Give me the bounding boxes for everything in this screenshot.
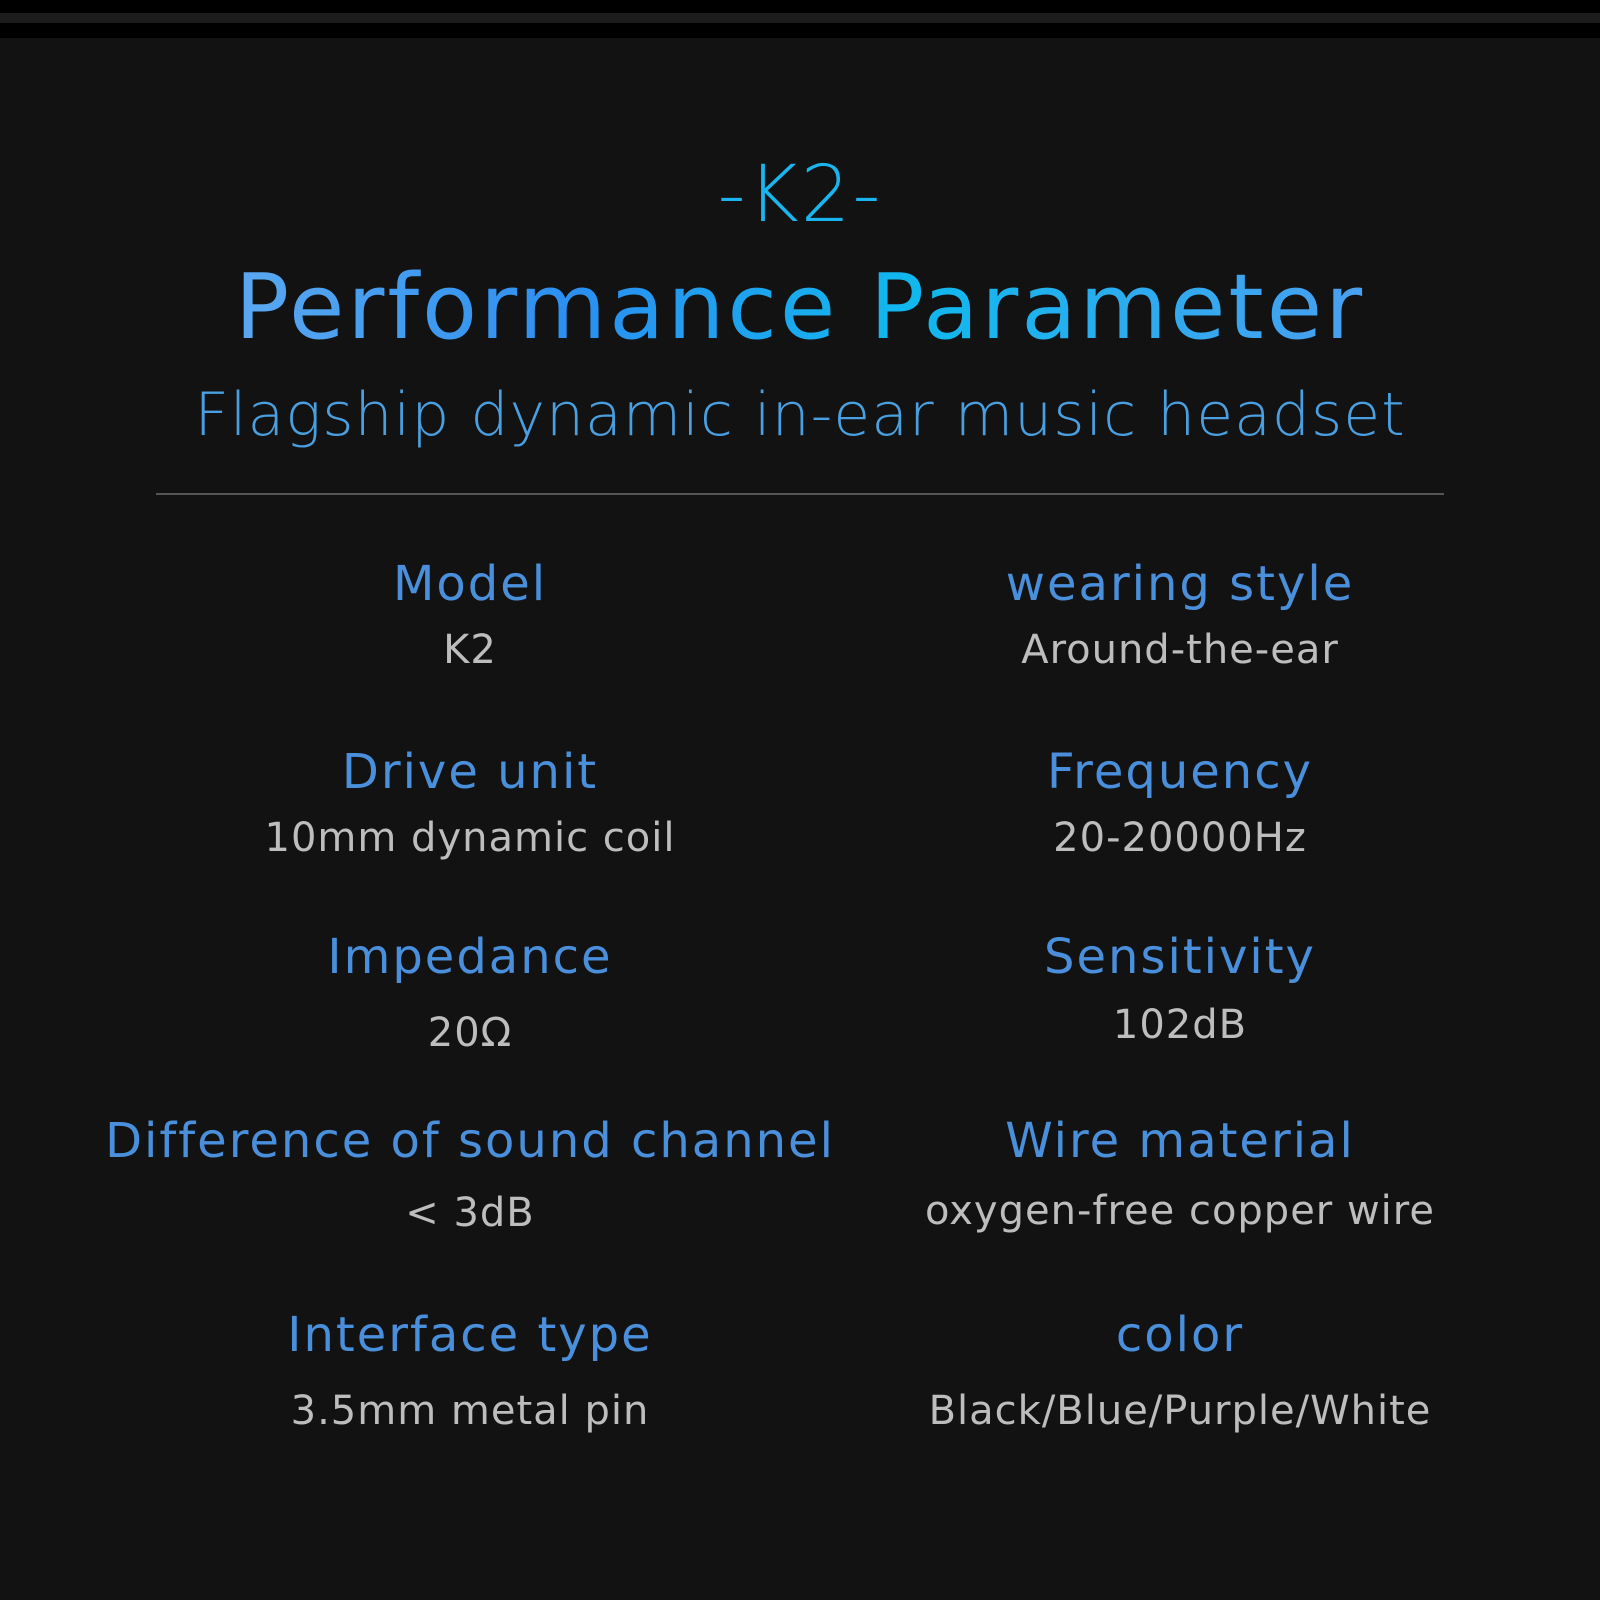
top-bar-strip	[0, 13, 1600, 23]
page-title-text: Performance Parameter	[234, 255, 1366, 360]
spec-label: Interface type	[287, 1307, 653, 1363]
spec-impedance: Impedance 20Ω	[90, 928, 850, 1058]
spec-label: Impedance	[327, 929, 613, 985]
spec-label: Frequency	[1047, 744, 1313, 800]
spec-interface-type: Interface type 3.5mm metal pin	[90, 1306, 850, 1436]
spec-value: 102dB	[1112, 1002, 1248, 1048]
divider	[156, 493, 1444, 495]
spec-label: Sensitivity	[1044, 929, 1316, 985]
spec-label: color	[1115, 1307, 1245, 1363]
spec-label: Model	[392, 556, 548, 612]
spec-value: < 3dB	[405, 1190, 535, 1236]
spec-channel-difference: Difference of sound channel < 3dB	[90, 1112, 850, 1238]
spec-value: oxygen-free copper wire	[925, 1188, 1435, 1234]
spec-value: 20Ω	[427, 1010, 513, 1056]
spec-wire-material: Wire material oxygen-free copper wire	[800, 1112, 1560, 1236]
spec-value: 10mm dynamic coil	[264, 815, 676, 861]
spec-label: wearing style	[1005, 556, 1355, 612]
spec-wearing-style: wearing style Around-the-ear	[800, 555, 1560, 675]
spec-label: Wire material	[1005, 1113, 1355, 1169]
model-tag: -K2-	[717, 150, 883, 240]
page-title: Performance Parameter	[0, 255, 1600, 360]
spec-color: color Black/Blue/Purple/White	[800, 1306, 1560, 1436]
spec-value: 3.5mm metal pin	[290, 1388, 650, 1434]
spec-value: 20-20000Hz	[1053, 815, 1307, 861]
spec-model: Model K2	[90, 555, 850, 675]
spec-drive-unit: Drive unit 10mm dynamic coil	[90, 743, 850, 863]
spec-value: K2	[443, 627, 497, 673]
spec-value: Around-the-ear	[1021, 627, 1339, 673]
spec-label: Difference of sound channel	[105, 1113, 835, 1169]
spec-sensitivity: Sensitivity 102dB	[800, 928, 1560, 1050]
spec-label: Drive unit	[341, 744, 599, 800]
page-subtitle: Flagship dynamic in-ear music headset	[194, 380, 1406, 450]
top-bar	[0, 0, 1600, 38]
spec-value: Black/Blue/Purple/White	[928, 1388, 1432, 1434]
spec-frequency: Frequency 20-20000Hz	[800, 743, 1560, 863]
